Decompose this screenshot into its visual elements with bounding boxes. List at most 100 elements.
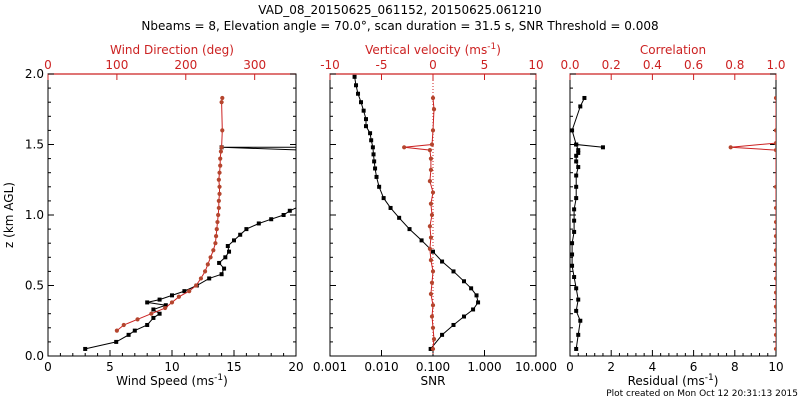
wind-series-0-point (151, 307, 156, 312)
residual-series-1-point (773, 318, 776, 323)
snr-series-1-point (427, 179, 433, 184)
snr-series-0-point (388, 205, 393, 210)
residual-series-0-point (572, 207, 577, 212)
residual-series-1-point (773, 219, 776, 225)
snr-series-0-point (419, 238, 424, 243)
snr-series-0-point (451, 322, 456, 327)
residual-series-0-point (576, 165, 581, 170)
snr-series-0-point (359, 100, 364, 105)
snr-series-1-point (431, 107, 437, 112)
wind-series-1-point (216, 212, 221, 218)
residual-series-1-point (773, 205, 776, 211)
residual-panel: 0 2 4 6 8 10 0.0 0.2 0.4 0.6 0.8 1.0 Residual (ms-1)… (560, 43, 785, 388)
residual-series-1-point (773, 304, 776, 309)
wind-series-0-point (170, 293, 174, 298)
y-tick-label: 0.0 (25, 349, 44, 363)
wind-series-1-point (198, 276, 204, 281)
wind-series-0-point (163, 303, 168, 308)
wind-series-0-point (157, 311, 162, 316)
top-tick-label: 0.8 (725, 58, 744, 72)
figure-title: VAD_08_20150625_061152, 20150625.061210 (258, 3, 541, 17)
residual-series-0-point (576, 150, 581, 155)
wind-series-0-point (287, 208, 292, 213)
snr-series-0-point (440, 332, 445, 337)
snr-series-0-point (476, 300, 481, 305)
snr-series-0-point (462, 279, 467, 284)
wind-series-1-point (135, 317, 140, 322)
residual-series-1-point (773, 248, 776, 253)
wind-series-1-point (169, 300, 175, 305)
residual-series-0-point (578, 104, 583, 109)
residual-series-0-point (572, 218, 577, 223)
bottom-tick-label: 0.001 (313, 360, 347, 374)
wind-series-0-point (300, 148, 304, 152)
snr-series-0-point (363, 124, 368, 129)
snr-series-0-point (354, 83, 359, 88)
top-tick-label: -5 (376, 58, 388, 72)
snr-series-0-point (368, 131, 373, 136)
wind-series-1-point (163, 305, 168, 311)
snr-series-1-point (429, 280, 435, 285)
wind-series-0-point (126, 332, 131, 337)
bottom-tick-label: 1.000 (467, 360, 501, 374)
top-tick-label: 0.4 (643, 58, 662, 72)
residual-series-group (570, 95, 776, 352)
snr-series-0-point (369, 138, 374, 143)
wind-series-1-point (205, 262, 210, 267)
wind-series-0-point (83, 346, 88, 351)
residual-series-1-point (773, 148, 776, 153)
wind-series-1-point (218, 156, 223, 161)
wind-series-0-point (238, 232, 243, 237)
residual-series-0-point (574, 184, 579, 189)
snr-series-1-point (431, 336, 437, 342)
figure-subtitle: Nbeams = 8, Elevation angle = 70.0°, sca… (141, 19, 658, 33)
residual-series-0-point (574, 196, 579, 201)
wind-series-1-point (208, 255, 213, 260)
bottom-tick-label: 10 (164, 360, 179, 374)
wind-series-1-point (218, 163, 223, 168)
wind-series-0-point (222, 266, 227, 271)
snr-series-1-point (428, 235, 434, 240)
wind-series-1-point (213, 241, 218, 246)
snr-series-0-point (352, 74, 357, 79)
snr-series-1-point (429, 142, 435, 147)
snr-series-0-point (377, 184, 382, 189)
top-tick-label: 10 (528, 58, 543, 72)
residual-series-0-point (574, 173, 579, 178)
snr-series-0-point (431, 249, 435, 254)
snr-series-0-point (381, 196, 386, 201)
y-axis-label: z (km AGL) (2, 182, 16, 248)
residual-series-1-point (773, 276, 776, 281)
snr-bottom-axis-label: SNR (421, 374, 446, 388)
wind-series-0-point (217, 260, 222, 265)
residual-series-0-point (574, 286, 579, 291)
top-tick-label: -10 (320, 58, 340, 72)
wind-series-1-point (149, 311, 154, 316)
wind-series-0-point (232, 238, 236, 243)
wind-series-1-point (213, 234, 219, 239)
wind-series-1-point (211, 248, 216, 253)
bottom-tick-label: 15 (226, 360, 241, 374)
snr-top-axis-label: Vertical velocity (ms-1) (365, 42, 501, 57)
y-tick-label: 2.0 (25, 67, 44, 81)
top-tick-label: 5 (481, 58, 489, 72)
residual-series-0-point (572, 275, 577, 280)
snr-series-1-point (428, 167, 434, 172)
wind-series-1-point (215, 219, 220, 225)
residual-bottom-axis-label: Residual (ms-1) (628, 373, 719, 388)
wind-series-0-point (300, 203, 304, 207)
residual-series-0-point (576, 148, 581, 153)
snr-series-0-point (370, 145, 375, 150)
snr-top-axis-label-main: Vertical velocity (ms (365, 43, 487, 57)
snr-series-0-point (469, 286, 474, 291)
top-tick-label: 0.6 (684, 58, 703, 72)
bottom-tick-label: 5 (106, 360, 114, 374)
wind-series-1-point (216, 177, 221, 182)
wind-series-0-point (281, 213, 286, 217)
residual-bottom-axis-label-main: Residual (ms (628, 374, 705, 388)
snr-series-1-point (430, 346, 436, 352)
residual-series-1-point (773, 140, 776, 146)
bottom-tick-label: 0 (44, 360, 52, 374)
bottom-tick-label: 8 (731, 360, 739, 374)
snr-series-0-point (361, 108, 366, 113)
